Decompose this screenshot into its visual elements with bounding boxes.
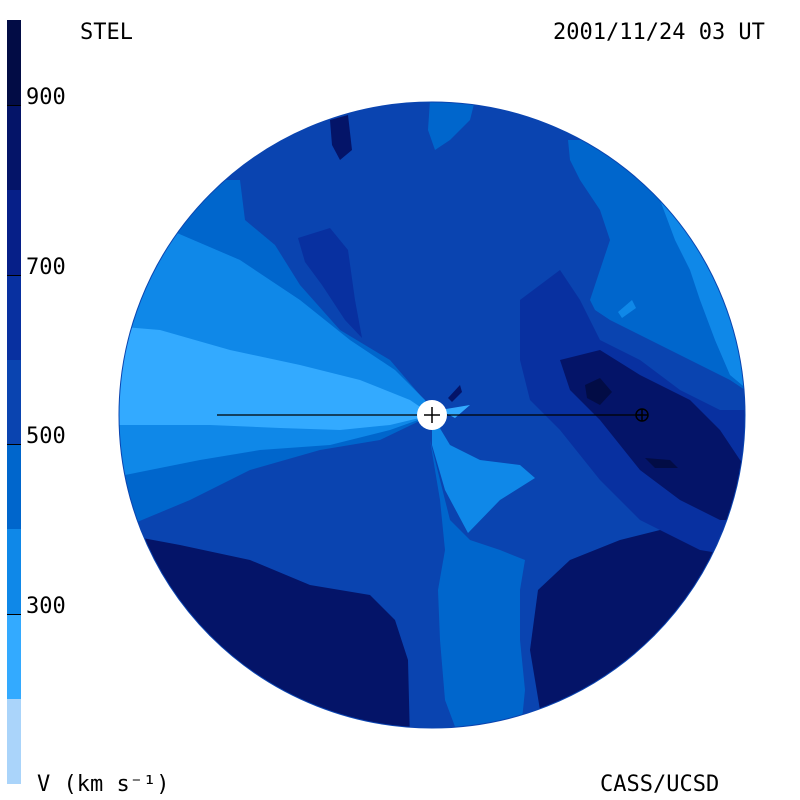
region-center-streak (440, 405, 470, 418)
colorbar-tick (7, 614, 21, 616)
colorbar-tick-label: 500 (26, 424, 66, 450)
region-west-lightest (119, 325, 432, 430)
colorbar-level (7, 359, 21, 445)
region-east-light (660, 200, 745, 400)
earth-marker (635, 408, 649, 422)
colorbar-level (7, 444, 21, 530)
region-darkest-spot (585, 378, 612, 405)
velocity-colorbar (7, 20, 21, 785)
region-northeast-medium (568, 140, 745, 400)
colorbar-tick-label: 900 (26, 84, 66, 110)
colorbar-level (7, 614, 21, 700)
colorbar-tick-label: 300 (26, 594, 66, 620)
region-dark-north-2 (298, 228, 362, 338)
region-darkest-streak (645, 458, 678, 468)
timestamp-label: 2001/11/24 03 UT (553, 20, 765, 45)
colorbar-level (7, 699, 21, 785)
region-south-column (430, 440, 525, 728)
colorbar-level (7, 274, 21, 360)
observatory-label: STEL (80, 20, 133, 45)
region-southeast-wedge (432, 415, 535, 533)
region-center-wisp (448, 385, 462, 402)
colorbar-level (7, 20, 21, 105)
colorbar-tick (7, 444, 21, 446)
colorbar-level (7, 189, 21, 275)
region-dark-north-1 (330, 115, 352, 160)
unit-label: V (km s⁻¹) (37, 772, 170, 797)
sun-marker (417, 400, 447, 430)
colorbar-level (7, 104, 21, 190)
colorbar-tick-label: 700 (26, 254, 66, 280)
colorbar-tick (7, 274, 21, 276)
region-north-light (428, 102, 475, 150)
region-east-light-sliver (618, 300, 636, 318)
colorbar-tick (7, 104, 21, 106)
credit-label: CASS/UCSD (600, 772, 720, 797)
colorbar-level (7, 529, 21, 615)
heliosphere-disk-outline (118, 101, 746, 729)
